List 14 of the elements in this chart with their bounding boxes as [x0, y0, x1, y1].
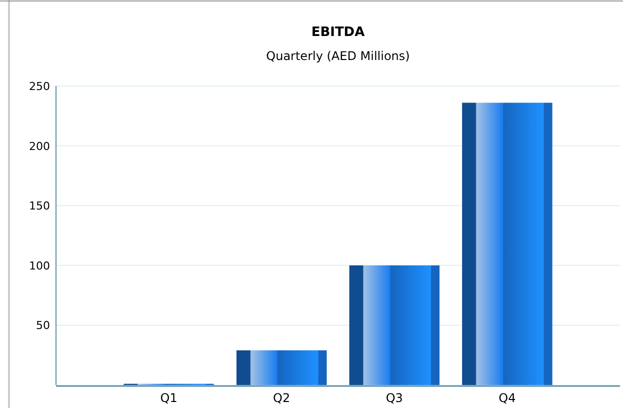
y-tick-label: 150 [29, 200, 50, 213]
x-tick-label: Q3 [386, 391, 403, 405]
bar [349, 265, 440, 385]
bar [236, 350, 327, 385]
y-tick-label: 100 [29, 259, 50, 272]
y-tick-label: 200 [29, 140, 50, 153]
x-tick-label: Q4 [498, 391, 516, 405]
bar [462, 102, 552, 385]
chart-subtitle: Quarterly (AED Millions) [266, 49, 410, 63]
x-tick-label: Q2 [273, 391, 290, 405]
y-tick-label: 50 [36, 319, 50, 332]
y-tick-label: 250 [29, 80, 50, 93]
chart-title: EBITDA [311, 25, 365, 40]
x-tick-label: Q1 [160, 391, 178, 405]
